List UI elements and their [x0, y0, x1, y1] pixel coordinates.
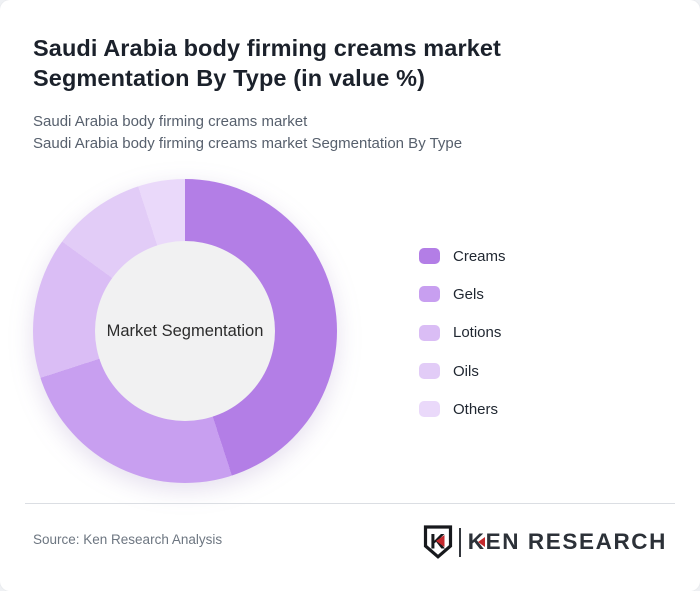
logo-wordmark: KEN RESEARCH: [467, 528, 667, 554]
legend-item-oils[interactable]: Oils: [419, 352, 506, 390]
legend-label: Oils: [453, 362, 479, 380]
logo-text: KEN RESEARCH: [467, 528, 667, 554]
chart-legend: Creams Gels Lotions Oils Others: [419, 237, 506, 428]
ken-research-logo: K KEN RESEARCH: [423, 524, 667, 560]
donut-hole: Market Segmentation: [95, 241, 275, 421]
chart-subtitles: Saudi Arabia body firming creams market …: [33, 111, 462, 155]
legend-swatch: [419, 401, 440, 418]
page-title: Saudi Arabia body firming creams market …: [33, 35, 501, 91]
legend-item-gels[interactable]: Gels: [419, 275, 506, 313]
legend-item-others[interactable]: Others: [419, 390, 506, 428]
ken-research-shield-icon: K: [423, 525, 452, 559]
legend-item-creams[interactable]: Creams: [419, 237, 506, 275]
donut-chart[interactable]: Market Segmentation: [33, 179, 337, 483]
logo-k-red-triangle-icon: [478, 537, 486, 547]
legend-label: Others: [453, 400, 499, 418]
chart-subtitle-line1: Saudi Arabia body firming creams market: [33, 113, 308, 130]
footer-divider: [25, 503, 675, 504]
legend-swatch: [419, 248, 440, 265]
legend-label: Lotions: [453, 324, 502, 342]
legend-swatch: [419, 324, 440, 341]
legend-swatch: [419, 286, 440, 303]
source-text: Source: Ken Research Analysis: [33, 532, 223, 547]
legend-label: Gels: [453, 285, 484, 303]
legend-item-lotions[interactable]: Lotions: [419, 314, 506, 352]
logo-separator: [458, 527, 461, 557]
donut-center-label: Market Segmentation: [106, 321, 264, 340]
legend-swatch: [419, 363, 440, 380]
legend-label: Creams: [453, 247, 506, 265]
chart-subtitle-line2: Saudi Arabia body firming creams market …: [33, 135, 463, 152]
